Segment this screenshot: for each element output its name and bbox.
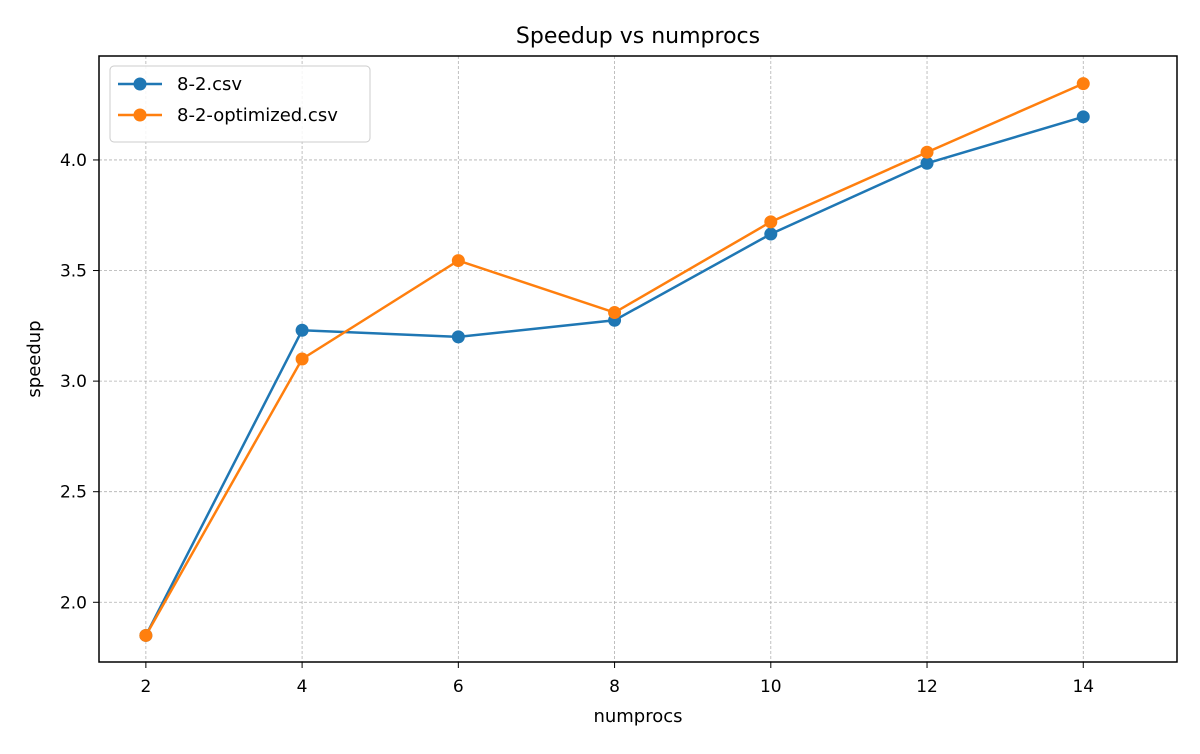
legend-label: 8-2-optimized.csv xyxy=(177,105,338,126)
plot-area-frame xyxy=(98,55,1178,663)
chart-title: Speedup vs numprocs xyxy=(516,24,760,49)
legend-item: 8-2-optimized.csv xyxy=(118,105,338,126)
legend-box xyxy=(109,65,371,143)
y-tick-label: 2.5 xyxy=(60,483,87,503)
data-point xyxy=(1076,77,1090,91)
x-tick-label: 2 xyxy=(140,677,151,697)
x-axis-label: numprocs xyxy=(593,706,682,727)
legend-label: 8-2.csv xyxy=(177,74,242,95)
x-tick-label: 4 xyxy=(297,677,308,697)
series-layer xyxy=(139,77,1090,642)
y-tick-label: 4.0 xyxy=(60,151,87,171)
data-point xyxy=(764,215,778,229)
data-point xyxy=(1076,110,1090,124)
x-tick-label: 12 xyxy=(916,677,938,697)
x-tick-label: 14 xyxy=(1072,677,1094,697)
data-point xyxy=(920,145,934,159)
legend: 8-2.csv 8-2-optimized.csv xyxy=(109,65,371,143)
series-2 xyxy=(139,77,1090,642)
x-tick-label: 8 xyxy=(609,677,620,697)
data-point xyxy=(920,156,934,170)
data-point xyxy=(608,306,622,320)
y-axis: 2.0 2.5 3.0 3.5 4.0 xyxy=(60,151,99,613)
grid-lines xyxy=(99,56,1177,662)
data-point xyxy=(295,323,309,337)
data-point xyxy=(139,628,153,642)
data-point xyxy=(451,254,465,268)
x-tick-label: 10 xyxy=(760,677,782,697)
y-axis-label: speedup xyxy=(24,320,45,397)
y-tick-label: 3.0 xyxy=(60,372,87,392)
legend-marker xyxy=(133,77,147,91)
legend-marker xyxy=(133,108,147,122)
x-tick-label: 6 xyxy=(453,677,464,697)
y-tick-label: 2.0 xyxy=(60,593,87,613)
data-point xyxy=(764,227,778,241)
x-axis: 2 4 6 8 10 12 14 xyxy=(140,662,1094,697)
y-tick-label: 3.5 xyxy=(60,262,87,282)
data-point xyxy=(295,352,309,366)
legend-item: 8-2.csv xyxy=(118,74,242,95)
data-point xyxy=(451,330,465,344)
